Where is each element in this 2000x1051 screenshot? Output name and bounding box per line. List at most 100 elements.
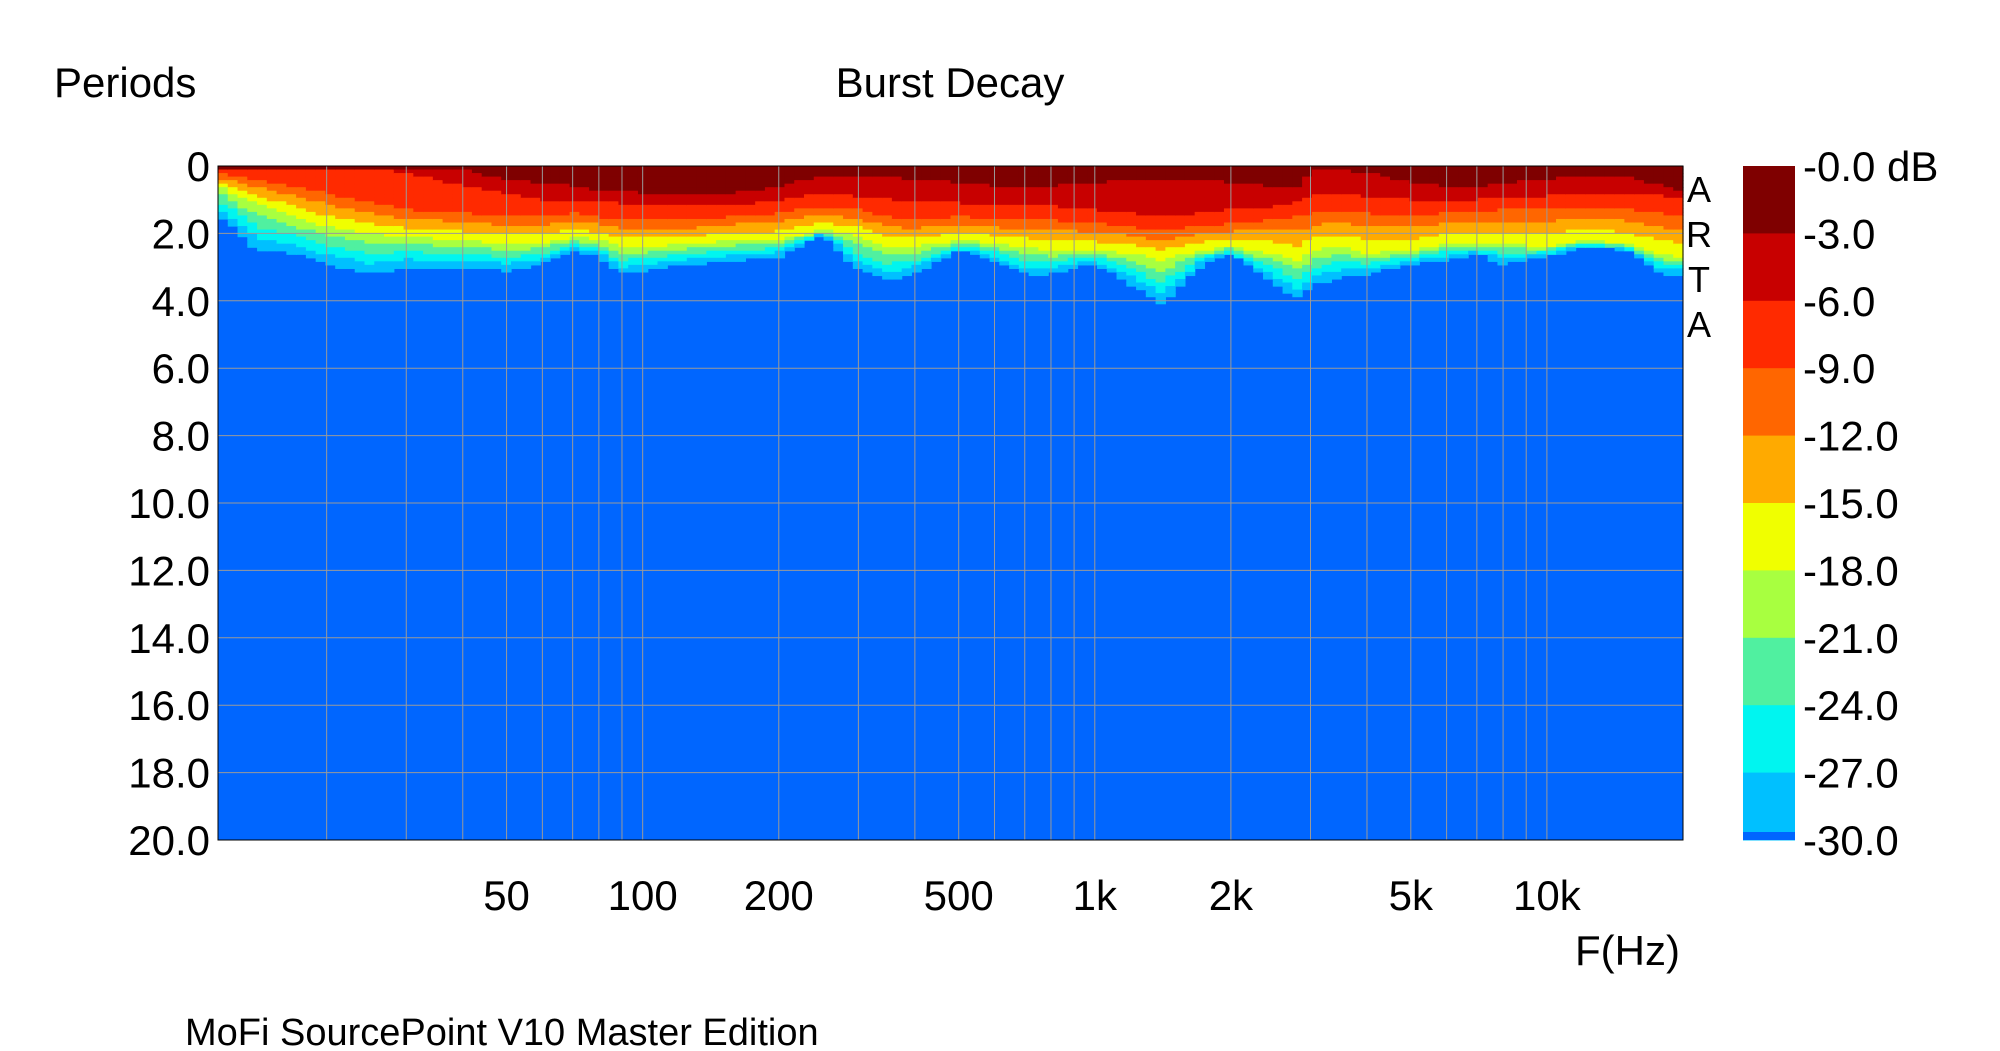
heatmap-cell [1243, 197, 1254, 202]
heatmap-cell [1595, 187, 1606, 192]
heatmap-cell [1643, 204, 1655, 209]
heatmap-cell [657, 229, 668, 234]
heatmap-cell [540, 183, 551, 188]
heatmap-cell [403, 176, 414, 181]
heatmap-cell [1458, 180, 1469, 185]
heatmap-cell [1438, 233, 1450, 238]
heatmap-cell [559, 233, 571, 238]
heatmap-cell [559, 226, 571, 231]
heatmap-cell [696, 236, 707, 241]
heatmap-cell [1585, 173, 1596, 178]
heatmap-cell [1292, 190, 1303, 195]
heatmap-cell [413, 208, 424, 213]
heatmap-cell [305, 222, 317, 227]
heatmap-cell [1018, 187, 1030, 192]
heatmap-cell [784, 218, 795, 224]
heatmap-cell [677, 257, 688, 262]
heatmap-cell [1116, 250, 1127, 255]
heatmap-cell [1370, 264, 1381, 269]
heatmap-cell [1399, 243, 1411, 248]
heatmap-cell [667, 233, 678, 238]
heatmap-cell [471, 190, 483, 195]
heatmap-cell [374, 247, 385, 252]
heatmap-cell [432, 169, 444, 174]
heatmap-cell [823, 183, 834, 188]
heatmap-cell [1516, 236, 1528, 241]
heatmap-cell [1585, 201, 1596, 206]
heatmap-cell [1009, 236, 1020, 241]
heatmap-cell [1663, 211, 1674, 217]
heatmap-cell [872, 271, 883, 277]
heatmap-cell [1263, 215, 1274, 220]
heatmap-cell [520, 194, 532, 199]
heatmap-cell [1272, 215, 1284, 220]
heatmap-cell [1643, 254, 1655, 259]
heatmap-cell [1253, 264, 1264, 269]
heatmap-cell [1018, 211, 1030, 217]
heatmap-cell [716, 240, 727, 245]
heatmap-cell [1097, 215, 1108, 220]
heatmap-cell [550, 166, 561, 171]
heatmap-cell [1556, 204, 1567, 209]
heatmap-cell [1604, 201, 1616, 206]
heatmap-cell [764, 236, 776, 241]
heatmap-cell [1458, 197, 1469, 202]
heatmap-cell [403, 243, 414, 248]
heatmap-cell [1243, 226, 1254, 231]
heatmap-cell [1009, 261, 1020, 266]
heatmap-cell [862, 247, 873, 252]
heatmap-cell [882, 222, 893, 227]
heatmap-cell [1624, 215, 1635, 220]
heatmap-cell [247, 218, 258, 224]
heatmap-cell [1341, 268, 1352, 273]
heatmap-cell [843, 187, 854, 192]
heatmap-cell [1243, 233, 1254, 238]
heatmap-cell [1526, 208, 1538, 213]
heatmap-cell [1429, 211, 1440, 217]
heatmap-cell [237, 201, 248, 206]
heatmap-cell [1243, 243, 1254, 248]
heatmap-cell [1604, 208, 1616, 213]
heatmap-cell [1673, 247, 1684, 252]
heatmap-cell [403, 169, 414, 174]
heatmap-cell [520, 254, 532, 259]
heatmap-cell [1477, 166, 1489, 171]
heatmap-cell [1292, 278, 1303, 284]
heatmap-cell [511, 204, 522, 209]
heatmap-cell [1614, 201, 1625, 206]
heatmap-cell [559, 215, 571, 220]
heatmap-cell [559, 208, 571, 213]
heatmap-cell [872, 166, 883, 171]
heatmap-cell [1604, 233, 1616, 238]
heatmap-cell [930, 257, 942, 262]
heatmap-cell [823, 201, 834, 206]
heatmap-cell [1057, 261, 1069, 266]
heatmap-cell [1067, 173, 1079, 178]
heatmap-cell [1302, 176, 1313, 181]
heatmap-cell [1380, 250, 1391, 255]
heatmap-cell [569, 226, 580, 231]
heatmap-cell [344, 233, 356, 238]
heatmap-cell [657, 194, 668, 199]
heatmap-cell [618, 218, 629, 224]
heatmap-cell [882, 233, 893, 238]
y-tick-label: 0 [187, 143, 210, 190]
heatmap-cell [1614, 176, 1625, 181]
heatmap-cell [579, 204, 590, 209]
heatmap-cell [970, 233, 981, 238]
heatmap-cell [882, 254, 893, 259]
heatmap-cell [911, 166, 922, 171]
heatmap-cell [1067, 204, 1079, 209]
heatmap-cell [1155, 254, 1166, 259]
heatmap-cell [872, 240, 883, 245]
heatmap-cell [423, 257, 434, 262]
heatmap-cell [491, 222, 502, 227]
heatmap-cell [1233, 233, 1245, 238]
heatmap-cell [1097, 169, 1108, 174]
heatmap-cell [1165, 240, 1176, 245]
heatmap-cell [764, 229, 776, 234]
heatmap-cell [1204, 226, 1215, 231]
heatmap-cell [1136, 240, 1147, 245]
heatmap-cell [950, 218, 961, 224]
heatmap-cell [1350, 236, 1362, 241]
